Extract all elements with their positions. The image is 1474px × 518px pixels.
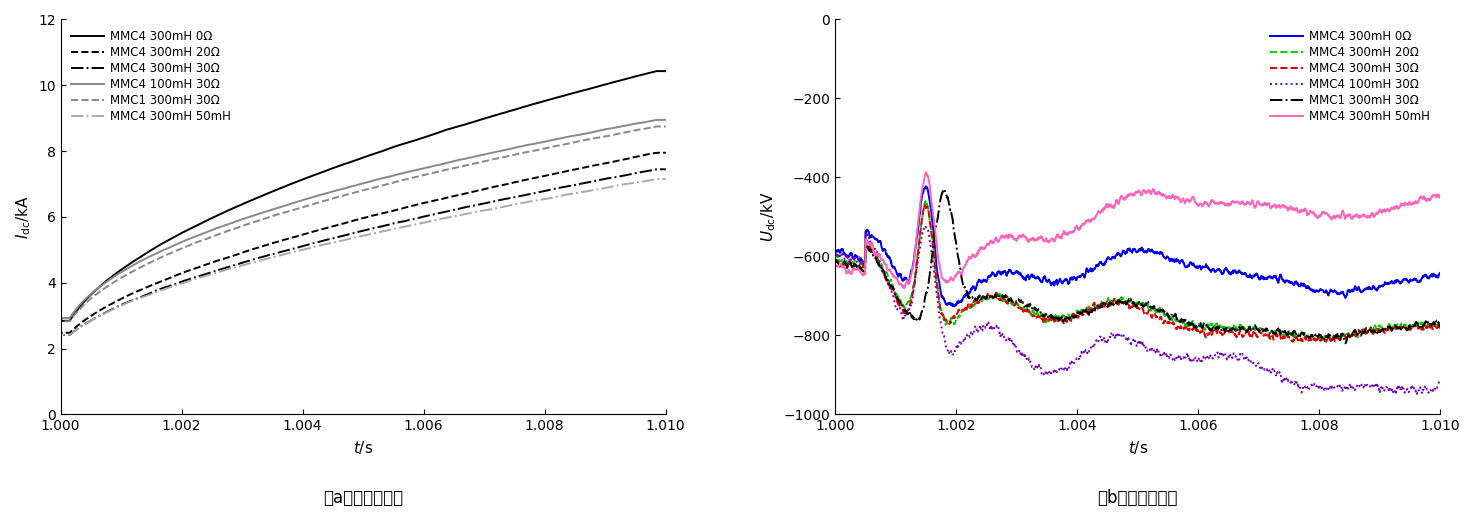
X-axis label: $t$/s: $t$/s [354,439,373,456]
X-axis label: $t$/s: $t$/s [1128,439,1148,456]
Text: （a）故障极电流: （a）故障极电流 [323,490,404,508]
Legend: MMC4 300mH 0Ω, MMC4 300mH 20Ω, MMC4 300mH 30Ω, MMC4 100mH 30Ω, MMC1 300mH 30Ω, M: MMC4 300mH 0Ω, MMC4 300mH 20Ω, MMC4 300m… [66,25,236,127]
Y-axis label: $I_{\mathrm{dc}}$/kA: $I_{\mathrm{dc}}$/kA [13,195,32,239]
Y-axis label: $U_{\mathrm{dc}}$/kV: $U_{\mathrm{dc}}$/kV [759,192,778,242]
Legend: MMC4 300mH 0Ω, MMC4 300mH 20Ω, MMC4 300mH 30Ω, MMC4 100mH 30Ω, MMC1 300mH 30Ω, M: MMC4 300mH 0Ω, MMC4 300mH 20Ω, MMC4 300m… [1265,25,1434,127]
Text: （b）健全极电压: （b）健全极电压 [1098,490,1178,508]
